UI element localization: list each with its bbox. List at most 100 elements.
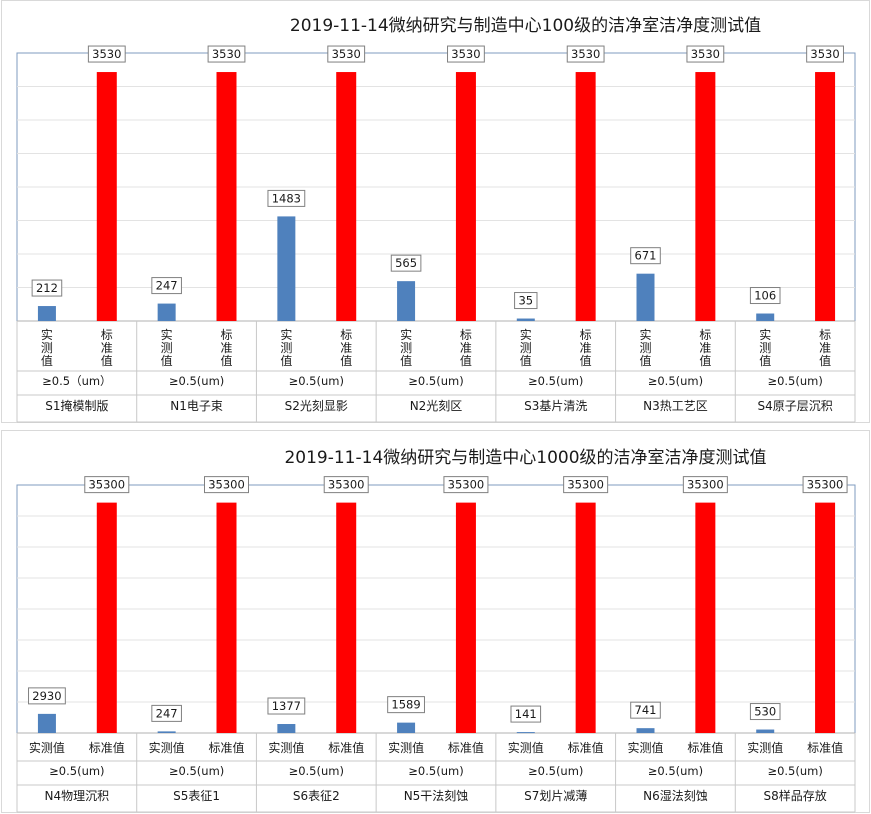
data-label-box [204,476,249,494]
tick-label-sub: 实测值 [388,740,424,755]
tick-label-sub: 准 [819,341,831,355]
tick-label-room: S8样品存放 [764,788,827,803]
data-label-box [514,292,538,310]
data-label: 741 [635,703,657,717]
tick-label-room: S5表征1 [173,789,220,803]
tick-label-sub: 实测值 [747,740,783,755]
data-label-box [682,476,728,494]
bar-measured [756,313,775,321]
chart-svg-1000: 2930 实测值 35300 标准值 ≥0.5(um) N4物理沉积 247 实测值 35300… [16,476,856,813]
data-label-box [686,45,725,63]
data-label-box [151,704,182,722]
tick-label-sub: 测 [400,341,412,355]
tick-label-sub: 实测值 [627,740,663,755]
data-label-box [630,701,661,719]
tick-label-size: ≥0.5(um) [49,764,104,778]
bar-standard [575,502,596,733]
data-label: 671 [635,249,657,263]
data-label-box [443,476,489,494]
bar-standard [575,72,596,321]
data-label-box [31,279,63,297]
data-label-box [207,45,246,63]
tick-label-size: ≥0.5(um) [289,764,344,778]
tick-label-size: ≥0.5（um） [42,374,111,388]
data-label: 3530 [810,47,839,61]
bar-standard [815,72,836,321]
bar-standard [216,502,237,733]
tick-label-sub: 标 [699,328,711,342]
tick-label-sub: 值 [520,353,532,368]
data-label-box [267,697,306,715]
tick-label-size: ≥0.5(um) [289,374,344,388]
data-label-box [387,696,425,714]
data-label-box [151,277,182,295]
bar-standard [96,502,117,733]
tick-label-sub: 实测值 [268,740,304,755]
bar-measured [636,728,655,733]
tick-label-sub: 实 [280,327,292,342]
tick-label-sub: 准 [101,341,113,355]
bar-measured [157,731,176,733]
bar-measured [397,722,416,733]
tick-label-sub: 准 [220,341,232,355]
tick-label-sub: 实 [400,327,412,342]
data-label-box [566,45,605,63]
tick-label-sub: 值 [340,353,352,368]
tick-label-sub: 标 [220,328,232,342]
data-label-box [323,476,369,494]
tick-label-sub: 标准值 [328,740,364,755]
data-label: 35300 [807,478,844,492]
tick-label-room: N1电子束 [170,399,223,413]
data-label: 2930 [32,689,61,703]
data-label: 3530 [332,47,361,61]
tick-label-sub: 标准值 [89,740,125,755]
tick-label-size: ≥0.5(um) [169,764,224,778]
tick-label-sub: 值 [759,353,771,368]
data-label-box [327,45,366,63]
data-label-box [806,45,844,63]
bar-standard [815,502,836,733]
tick-label-size: ≥0.5(um) [169,374,224,388]
tick-label-sub: 测 [41,341,53,355]
tick-label-sub: 值 [400,353,412,368]
tick-label-sub: 标准值 [807,740,843,755]
data-label: 35300 [567,478,604,492]
tick-label-sub: 实测值 [29,740,65,755]
tick-label-sub: 标 [819,328,831,342]
data-label: 35300 [687,478,724,492]
tick-label-sub: 值 [280,353,292,368]
tick-label-room: N5干法刻蚀 [404,789,469,803]
chart-title: 2019-11-14微纳研究与制造中心1000级的洁净室洁净度测试值 [284,448,767,468]
tick-label-sub: 测 [520,341,532,355]
tick-label-sub: 测 [759,341,771,355]
data-label: 212 [36,281,58,295]
tick-label-sub: 准 [699,341,711,355]
bar-measured [516,732,535,734]
data-label: 3530 [691,47,720,61]
tick-label-size: ≥0.5(um) [767,764,822,778]
data-label: 3530 [451,47,480,61]
tick-label-size: ≥0.5(um) [528,374,583,388]
data-label-box [84,476,130,494]
tick-label-sub: 值 [699,353,711,368]
data-label: 35300 [208,478,245,492]
chart-title: 2019-11-14微纳研究与制造中心100级的洁净室洁净度测试值 [289,16,762,36]
bar-measured [157,303,176,321]
data-label: 35300 [328,478,365,492]
data-label: 1377 [272,699,301,713]
data-label: 3530 [571,47,600,61]
tick-label-sub: 标 [101,328,113,342]
tick-label-sub: 测 [639,341,651,355]
data-label: 106 [754,289,776,303]
tick-label-room: S6表征2 [293,789,340,803]
tick-label-sub: 实 [639,327,651,342]
tick-label-sub: 标 [340,328,352,342]
data-label: 35300 [88,478,125,492]
bar-measured [37,713,56,733]
bar-standard [455,72,476,321]
chart-svg-100: 212 实测值 3530 标准值 ≥0.5（um） S1掩模制版 247 实测值 3530 标准值… [16,45,856,423]
tick-label-sub: 值 [460,353,472,368]
tick-label-room: S7划片减薄 [524,788,587,803]
tick-label-sub: 准 [460,341,472,355]
tick-label-room: N3热工艺区 [643,399,708,413]
